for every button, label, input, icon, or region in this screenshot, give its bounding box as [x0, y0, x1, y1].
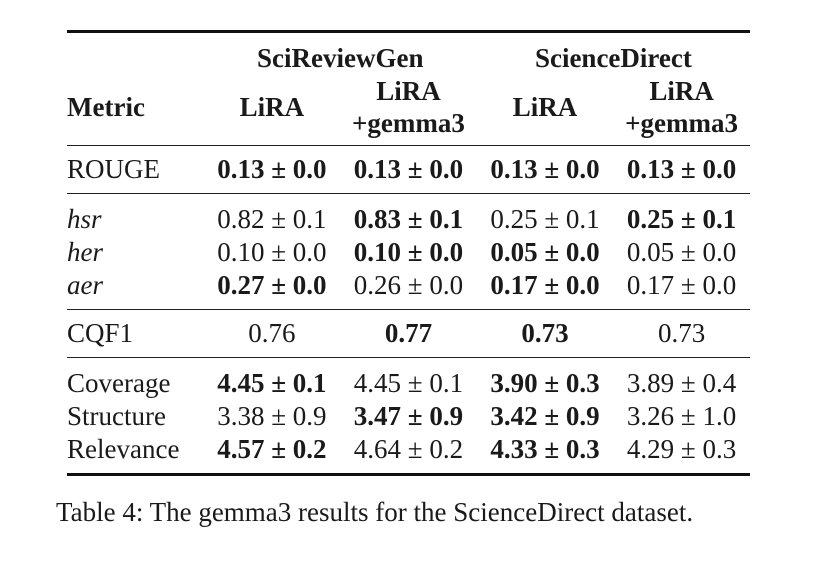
- group-header-scireviewgen: SciReviewGen: [257, 43, 424, 73]
- results-table: SciReviewGen ScienceDirect Metric LiRA L…: [67, 30, 750, 476]
- table-row: ROUGE 0.13 ± 0.0 0.13 ± 0.0 0.13 ± 0.0 0.13 …: [67, 145, 750, 194]
- group-header-row: SciReviewGen ScienceDirect: [67, 31, 750, 76]
- value-cell: 0.73: [521, 317, 569, 348]
- metric-label: Structure: [67, 400, 166, 431]
- metric-label: CQF1: [67, 317, 134, 348]
- value-cell: 4.33 ± 0.3: [490, 433, 600, 464]
- value-cell: 0.05 ± 0.0: [490, 236, 600, 267]
- subheader-lira-2: LiRA: [477, 75, 613, 146]
- subheader-lira-gemma3-1: LiRA +gemma3: [340, 75, 477, 146]
- value-cell: 0.77: [384, 317, 433, 348]
- metric-label: hsr: [67, 203, 102, 234]
- value-cell: 0.26 ± 0.0: [353, 269, 464, 300]
- value-cell: 3.90 ± 0.3: [490, 367, 600, 398]
- value-cell: 0.83 ± 0.1: [353, 203, 464, 234]
- table-row: Relevance 4.57 ± 0.2 4.64 ± 0.2 4.33 ± 0.3 4…: [67, 432, 750, 475]
- subheader-line1: LiRA: [512, 92, 578, 122]
- value-cell: 3.42 ± 0.9: [490, 400, 600, 431]
- metric-label: aer: [67, 269, 103, 300]
- value-cell: 3.38 ± 0.9: [217, 400, 327, 431]
- value-cell: 0.13 ± 0.0: [353, 153, 464, 184]
- metric-header: Metric: [67, 92, 145, 122]
- empty-header-cell: [67, 32, 204, 76]
- subheader-line1: LiRA: [239, 92, 305, 122]
- subheader-line1: LiRA: [649, 76, 714, 106]
- value-cell: 0.82 ± 0.1: [217, 203, 327, 234]
- subheader-lira-gemma3-2: LiRA +gemma3: [613, 75, 750, 146]
- table-body: ROUGE 0.13 ± 0.0 0.13 ± 0.0 0.13 ± 0.0 0.13 …: [67, 145, 750, 475]
- table-row: her 0.10 ± 0.0 0.10 ± 0.0 0.05 ± 0.0 0.05 ± …: [67, 235, 750, 268]
- group-header-sciencedirect: ScienceDirect: [534, 43, 692, 73]
- value-cell: 4.57 ± 0.2: [217, 433, 327, 464]
- value-cell: 3.26 ± 1.0: [626, 400, 737, 431]
- value-cell: 4.45 ± 0.1: [217, 367, 327, 398]
- metric-label: ROUGE: [67, 153, 160, 184]
- value-cell: 3.89 ± 0.4: [626, 367, 737, 398]
- value-cell: 0.13 ± 0.0: [490, 153, 600, 184]
- value-cell: 3.47 ± 0.9: [353, 400, 464, 431]
- value-cell: 0.13 ± 0.0: [626, 153, 737, 184]
- value-cell: 0.17 ± 0.0: [626, 269, 737, 300]
- value-cell: 0.13 ± 0.0: [217, 153, 327, 184]
- metric-label: Coverage: [67, 367, 171, 398]
- value-cell: 4.64 ± 0.2: [353, 433, 464, 464]
- table-row: Coverage 4.45 ± 0.1 4.45 ± 0.1 3.90 ± 0.3 3.…: [67, 357, 750, 400]
- value-cell: 4.45 ± 0.1: [353, 367, 464, 398]
- value-cell: 0.05 ± 0.0: [626, 236, 737, 267]
- value-cell: 0.73: [657, 317, 706, 348]
- subheader-row: Metric LiRA LiRA +gemma3 LiRA LiRA +gemm…: [67, 75, 750, 146]
- value-cell: 0.76: [248, 317, 296, 348]
- metric-label: her: [67, 236, 103, 267]
- table-row: Structure 3.38 ± 0.9 3.47 ± 0.9 3.42 ± 0.9 3…: [67, 399, 750, 432]
- table-row: CQF1 0.76 0.77 0.73 0.73: [67, 309, 750, 358]
- subheader-line2: +gemma3: [352, 108, 465, 138]
- value-cell: 0.25 ± 0.1: [490, 203, 600, 234]
- results-table-container: SciReviewGen ScienceDirect Metric LiRA L…: [67, 30, 750, 476]
- value-cell: 0.27 ± 0.0: [217, 269, 327, 300]
- subheader-lira-1: LiRA: [204, 75, 340, 146]
- value-cell: 0.10 ± 0.0: [353, 236, 464, 267]
- value-cell: 4.29 ± 0.3: [626, 433, 737, 464]
- value-cell: 0.25 ± 0.1: [626, 203, 737, 234]
- metric-label: Relevance: [67, 433, 180, 464]
- table-row: hsr 0.82 ± 0.1 0.83 ± 0.1 0.25 ± 0.1 0.25 ± …: [67, 193, 750, 236]
- table-caption: Table 4: The gemma3 results for the Scie…: [56, 497, 694, 527]
- subheader-line2: +gemma3: [625, 108, 739, 138]
- value-cell: 0.10 ± 0.0: [217, 236, 327, 267]
- subheader-line1: LiRA: [376, 76, 441, 106]
- value-cell: 0.17 ± 0.0: [490, 269, 600, 300]
- table-row: aer 0.27 ± 0.0 0.26 ± 0.0 0.17 ± 0.0 0.17 ± …: [67, 268, 750, 310]
